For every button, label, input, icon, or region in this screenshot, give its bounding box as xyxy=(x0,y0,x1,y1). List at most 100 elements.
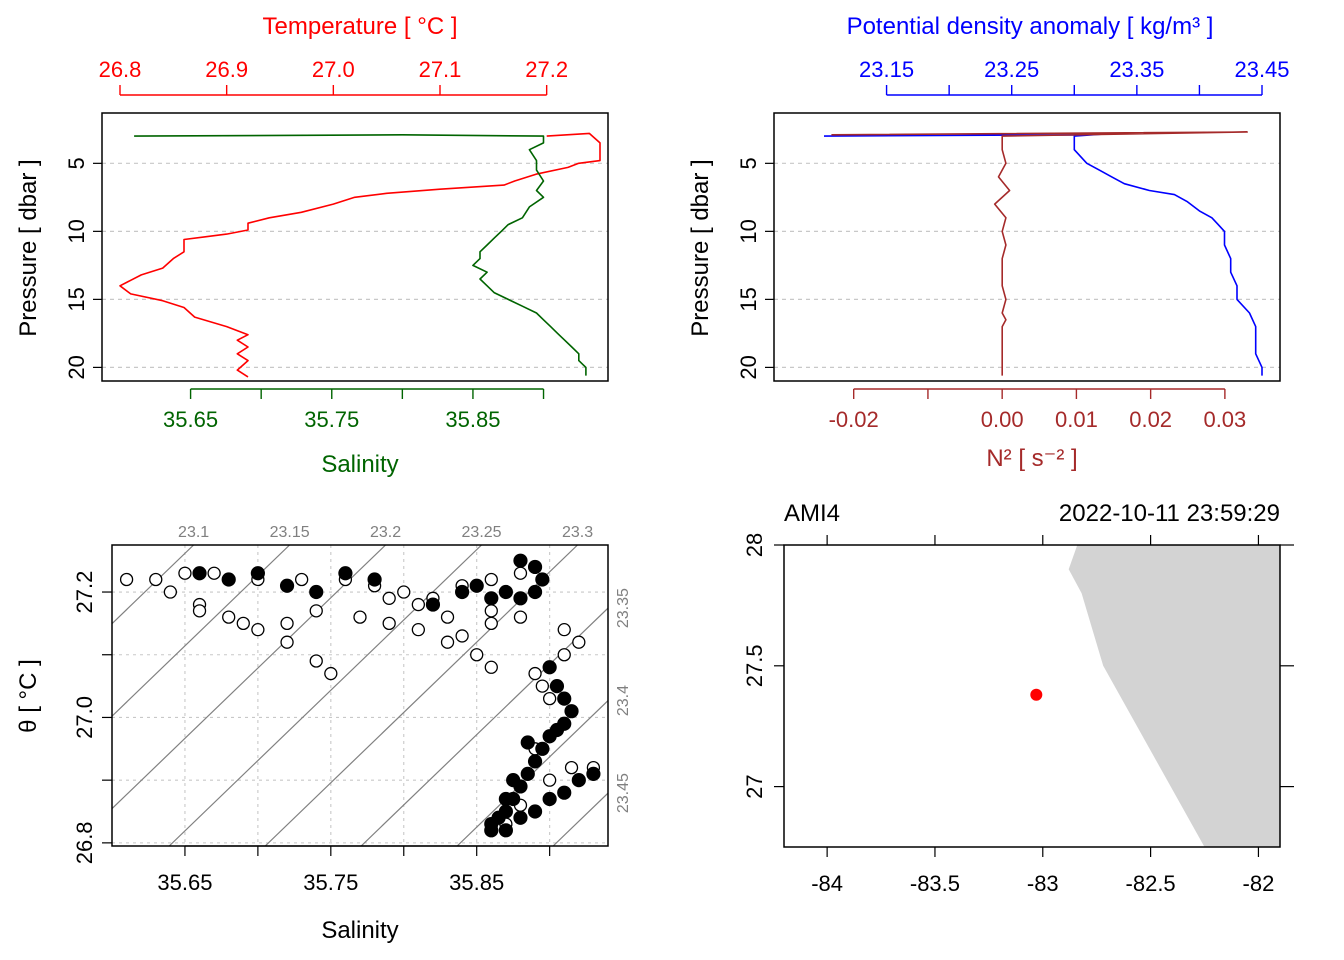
isopycnal-label: 23.4 xyxy=(615,685,632,716)
ts-point-open xyxy=(542,691,557,706)
ts-point-open xyxy=(557,648,571,662)
isopycnal-label: 23.15 xyxy=(270,524,310,541)
ts-point-open xyxy=(192,604,207,618)
ts-point-filled xyxy=(309,584,324,600)
profile-ts-plot-frame xyxy=(101,112,609,382)
ts-point-open xyxy=(535,679,550,693)
ts-point-open xyxy=(542,773,557,787)
y-tick-label: 20 xyxy=(64,355,89,379)
isopycnal-label: 23.3 xyxy=(562,524,593,541)
ts-point-open xyxy=(236,616,250,631)
ts-point-filled xyxy=(549,678,565,694)
ts-point-filled xyxy=(520,735,535,750)
x-tick-label: 35.75 xyxy=(303,870,358,895)
y-tick-label: 10 xyxy=(64,219,89,243)
isopycnal-line xyxy=(360,607,608,846)
station-marker xyxy=(1030,688,1043,701)
salinity-axis-label: Salinity xyxy=(321,451,398,478)
ts-point-open xyxy=(397,585,411,599)
isopycnal-label: 23.2 xyxy=(370,524,401,541)
top-axis-tick-label: 26.9 xyxy=(205,57,248,82)
top-axis-tick-label: 23.45 xyxy=(1234,57,1289,82)
ts-point-open xyxy=(528,666,542,681)
ts-salinity-label: Salinity xyxy=(321,917,398,944)
ts-point-open xyxy=(484,660,498,674)
ts-point-filled xyxy=(542,729,557,744)
ts-point-filled xyxy=(513,553,528,568)
ts-point-filled xyxy=(498,823,513,838)
top-axis-tick-label: 23.35 xyxy=(1109,57,1164,82)
ts-point-open xyxy=(440,610,455,624)
ts-point-open xyxy=(470,648,484,662)
map-plot-frame xyxy=(783,544,1281,848)
ts-point-open xyxy=(353,610,367,624)
ts-point-filled xyxy=(564,704,579,719)
isopycnal-line xyxy=(112,545,386,810)
profile-density-plot-frame xyxy=(773,112,1281,382)
ts-theta-label: θ [ °C ] xyxy=(15,659,42,733)
x-tick-label: -84 xyxy=(811,871,843,896)
ts-point-open xyxy=(411,597,426,612)
ts-point-open xyxy=(382,616,396,631)
ts-plot-frame xyxy=(111,544,609,847)
ts-point-filled xyxy=(367,572,382,587)
top-axis-tick-label: 23.15 xyxy=(859,57,914,82)
profile-line-temperature xyxy=(119,132,601,378)
bottom-axis-tick-label: 0.03 xyxy=(1203,407,1246,432)
y-tick-label: 27.5 xyxy=(742,644,767,687)
profile-ts-series xyxy=(119,132,601,378)
y-tick-label: 27.0 xyxy=(72,696,97,739)
ts-point-filled xyxy=(527,584,543,600)
ts-point-open xyxy=(513,610,528,624)
ts-point-filled xyxy=(484,591,499,606)
pressure-axis-label-right: Pressure [ dbar ] xyxy=(687,159,714,336)
top-axis-tick-label: 27.0 xyxy=(312,57,355,82)
ts-point-open xyxy=(222,610,236,624)
ts-point-filled xyxy=(250,566,265,581)
ts-point-filled xyxy=(506,773,521,788)
pressure-axis-label: Pressure [ dbar ] xyxy=(15,159,42,336)
ts-point-filled xyxy=(498,791,513,807)
profile-density-series xyxy=(823,131,1263,376)
profile-line-potential-density-anomaly xyxy=(823,132,1263,376)
land-polygon xyxy=(1068,545,1280,847)
isopycnal-line xyxy=(112,545,291,717)
y-tick-label: 5 xyxy=(64,157,89,169)
ts-point-open xyxy=(251,623,265,637)
isopycnal-line xyxy=(112,545,195,625)
ts-point-open xyxy=(309,654,323,668)
ts-point-open xyxy=(149,572,163,587)
ts-point-filled xyxy=(520,766,535,781)
ts-point-open xyxy=(440,635,455,649)
bottom-axis-tick-label: -0.02 xyxy=(829,407,879,432)
ts-point-open xyxy=(163,585,178,599)
profile-density-panel: Potential density anomaly [ kg/m³ ] N² [… xyxy=(687,13,1290,472)
ts-isopycnals xyxy=(112,545,608,846)
x-tick-label: 35.85 xyxy=(449,870,504,895)
ts-point-filled xyxy=(469,578,484,593)
ts-point-filled xyxy=(542,791,557,807)
bottom-axis-tick-label: 35.65 xyxy=(163,407,218,432)
isopycnal-label: 23.35 xyxy=(615,588,632,628)
ts-point-open xyxy=(280,616,294,631)
ts-point-open xyxy=(411,623,426,637)
ts-point-open xyxy=(557,623,571,637)
top-axis-tick-label: 27.2 xyxy=(525,57,568,82)
y-tick-label: 28 xyxy=(742,533,767,557)
ts-point-filled xyxy=(513,810,528,825)
y-tick-label: 5 xyxy=(736,157,761,169)
top-axis-tick-label: 26.8 xyxy=(99,57,142,82)
profile-density-axes: 5 10 15 20 23.15 23.25 23.35 23.45 -0.02 0.00 0.01… xyxy=(736,57,1290,432)
ts-point-open xyxy=(484,572,498,587)
ts-point-filled xyxy=(279,578,295,593)
profile-density-grid xyxy=(774,162,1280,368)
profile-ts-axes: 5 10 15 20 26.8 26.9 27.0 27.1 27.2 35.65 35.75 35.… xyxy=(64,57,568,432)
ts-point-filled xyxy=(527,804,543,819)
ts-point-filled xyxy=(542,660,557,675)
bottom-axis-tick-label: 35.75 xyxy=(304,407,359,432)
map-axes: -84 -83.5 -83 -82.5 -82 27 27.5 28 xyxy=(742,533,1294,896)
ts-point-filled xyxy=(586,766,601,781)
ts-point-open xyxy=(309,604,323,618)
ts-point-filled xyxy=(571,773,586,788)
